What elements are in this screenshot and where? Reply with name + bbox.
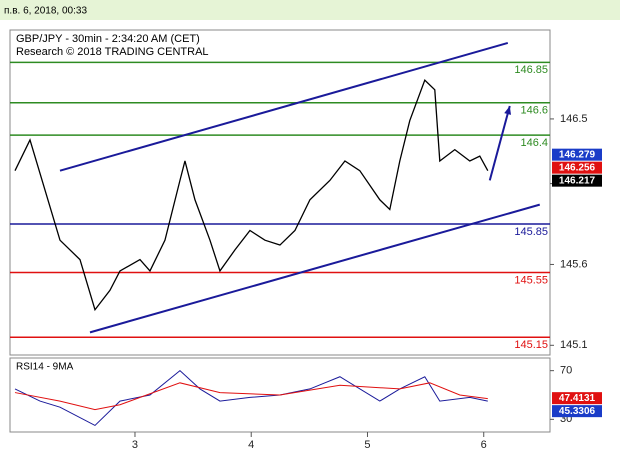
y-tick-label: 70: [560, 365, 572, 377]
price-badge: [552, 174, 602, 187]
x-tick-label: 6: [481, 439, 487, 451]
indicator-line: [14, 382, 488, 411]
x-tick-label: 4: [248, 439, 254, 451]
trend-line: [59, 41, 509, 172]
price-line: [14, 78, 489, 312]
level-label: 146.4: [520, 137, 548, 149]
price-badge-label: 47.4131: [559, 393, 596, 404]
header-bar: [0, 0, 620, 20]
price-badge: [552, 392, 602, 405]
level-label: 145.55: [514, 274, 548, 286]
forecast-arrow: [488, 105, 511, 181]
level-label: 145.15: [514, 339, 548, 351]
price-badge-label: 146.256: [559, 162, 596, 173]
price-badge-label: 45.3306: [559, 406, 596, 417]
trend-line: [89, 203, 541, 334]
y-tick-label: 145.1: [560, 339, 588, 351]
price-badge-label: 146.217: [559, 175, 596, 186]
price-badge: [552, 161, 602, 174]
level-label: 146.85: [514, 64, 548, 76]
indicator-line: [14, 369, 488, 427]
rsi-title: RSI14 - 9MA: [16, 362, 74, 373]
level-label: 145.85: [514, 226, 548, 238]
price-badge-label: 146.279: [559, 149, 596, 160]
y-tick-label: 145.6: [560, 258, 588, 270]
x-tick-label: 5: [364, 439, 370, 451]
price-panel: [9, 29, 551, 356]
y-tick-label: 146.5: [560, 113, 588, 125]
timestamp: п.в. 6, 2018, 00:33: [4, 6, 87, 17]
price-badge: [552, 148, 602, 161]
x-tick-label: 3: [132, 439, 138, 451]
chart-title: GBP/JPY - 30min - 2:34:20 AM (CET): [16, 33, 200, 45]
level-label: 146.6: [520, 105, 548, 117]
price-badge: [552, 405, 602, 418]
arrow-head: [504, 105, 512, 115]
chart-subtitle: Research © 2018 TRADING CENTRAL: [16, 46, 209, 58]
